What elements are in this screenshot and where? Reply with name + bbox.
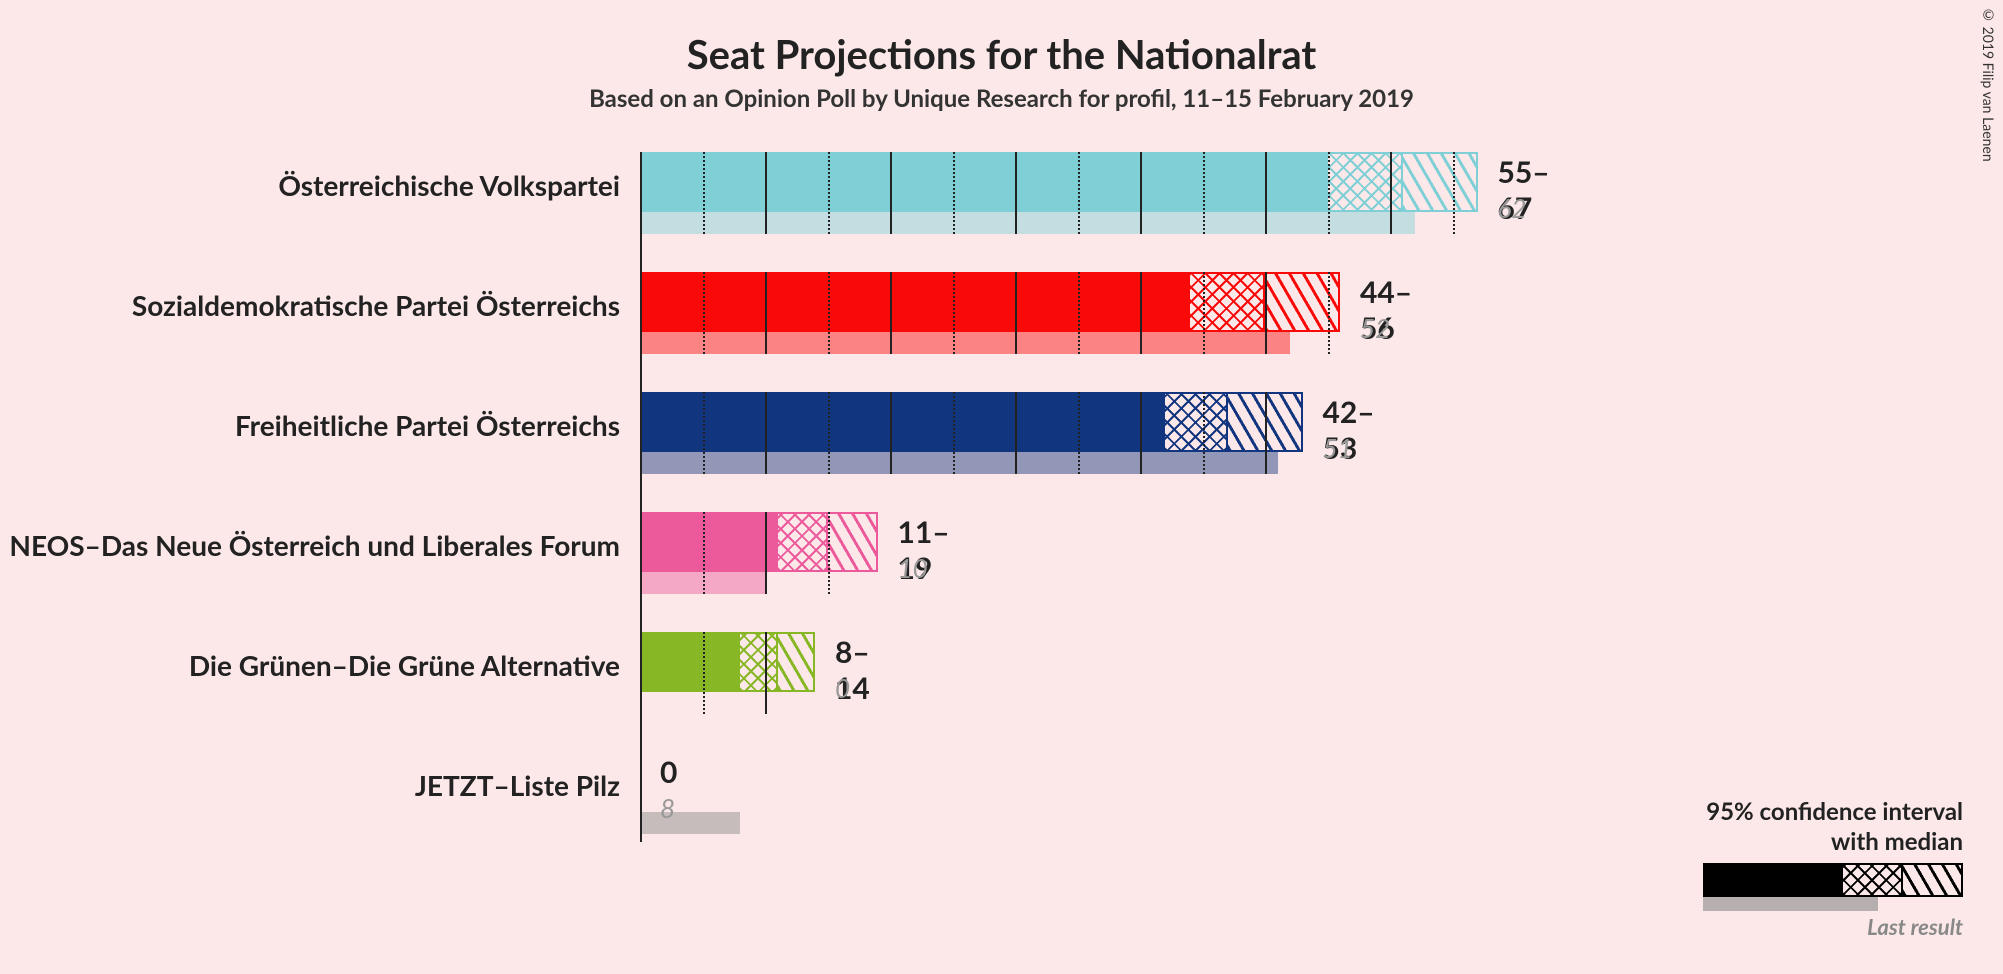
gridline-major (890, 272, 892, 354)
gridline-major (890, 152, 892, 234)
party-label: Die Grünen–Die Grüne Alternative (189, 648, 620, 682)
bar-crosshatch (740, 632, 778, 692)
gridline-major (1140, 272, 1142, 354)
legend-solid (1703, 863, 1843, 897)
chart-row: Freiheitliche Partei Österreichs42–5351 (0, 380, 2003, 500)
gridline-major (765, 512, 767, 594)
gridline-minor (1328, 272, 1330, 354)
gridline-minor (1078, 152, 1080, 234)
legend-last-label: Last result (1867, 913, 1963, 940)
gridline-major (1015, 272, 1017, 354)
gridline-minor (953, 392, 955, 474)
party-label: Freiheitliche Partei Österreichs (235, 408, 620, 442)
gridline-minor (1203, 152, 1205, 234)
legend-last-bar (1703, 897, 1878, 911)
chart-row: Österreichische Volkspartei55–6762 (0, 140, 2003, 260)
gridline-minor (703, 152, 705, 234)
gridline-major (890, 392, 892, 474)
gridline-minor (703, 632, 705, 714)
gridline-major (1390, 152, 1392, 234)
gridline-major (1140, 392, 1142, 474)
party-label: NEOS–Das Neue Österreich und Liberales F… (9, 528, 620, 562)
bar-solid (640, 512, 778, 572)
last-result-bar (640, 452, 1278, 474)
bar-crosshatch (1190, 272, 1265, 332)
legend-line2: with median (1831, 827, 1963, 856)
gridline-major (1265, 272, 1267, 354)
chart-row: Sozialdemokratische Partei Österreichs44… (0, 260, 2003, 380)
bar-diagonal (828, 512, 878, 572)
last-result-bar (640, 812, 740, 834)
gridline-major (1140, 152, 1142, 234)
gridline-major (1015, 392, 1017, 474)
last-result-label: 8 (660, 792, 675, 824)
bar-solid (640, 392, 1165, 452)
gridline-minor (828, 392, 830, 474)
gridline-minor (703, 512, 705, 594)
gridline-minor (1203, 392, 1205, 474)
last-result-label: 51 (1323, 432, 1353, 464)
bar-solid (640, 632, 740, 692)
gridline-minor (953, 152, 955, 234)
gridline-major (765, 272, 767, 354)
chart-subtitle: Based on an Opinion Poll by Unique Resea… (0, 78, 2003, 113)
bar-diagonal (1403, 152, 1478, 212)
chart-title: Seat Projections for the Nationalrat (0, 0, 2003, 78)
gridline-minor (1203, 272, 1205, 354)
gridline-minor (703, 272, 705, 354)
chart-row: Die Grünen–Die Grüne Alternative8–140 (0, 620, 2003, 740)
gridline-major (765, 152, 767, 234)
last-result-label: 52 (1360, 312, 1390, 344)
gridline-minor (1078, 392, 1080, 474)
gridline-major (1265, 392, 1267, 474)
gridline-minor (1328, 152, 1330, 234)
chart-row: NEOS–Das Neue Österreich und Liberales F… (0, 500, 2003, 620)
last-result-bar (640, 332, 1290, 354)
gridline-major (1265, 152, 1267, 234)
gridline-major (765, 392, 767, 474)
gridline-minor (828, 512, 830, 594)
axis-zero-line (640, 152, 642, 842)
gridline-major (1015, 152, 1017, 234)
party-label: JETZT–Liste Pilz (415, 768, 620, 802)
legend: 95% confidence interval with median Last… (1703, 797, 1963, 919)
bar-solid (640, 272, 1190, 332)
legend-line1: 95% confidence interval (1706, 797, 1963, 826)
legend-bar: Last result (1703, 863, 1963, 919)
last-result-label: 62 (1498, 192, 1527, 224)
legend-diagonal (1903, 863, 1963, 897)
legend-title: 95% confidence interval with median (1703, 797, 1963, 857)
last-result-label: 0 (835, 672, 850, 704)
range-label: 0 (660, 754, 677, 790)
gridline-minor (703, 392, 705, 474)
gridline-minor (953, 272, 955, 354)
gridline-major (765, 632, 767, 714)
bar-crosshatch (1165, 392, 1228, 452)
gridline-minor (828, 152, 830, 234)
bar-crosshatch (778, 512, 828, 572)
bar-solid (640, 152, 1328, 212)
gridline-minor (1078, 272, 1080, 354)
legend-crosshatch (1843, 863, 1903, 897)
last-result-bar (640, 212, 1415, 234)
last-result-label: 10 (898, 552, 928, 584)
gridline-minor (828, 272, 830, 354)
bar-diagonal (778, 632, 816, 692)
party-label: Sozialdemokratische Partei Österreichs (132, 288, 620, 322)
gridline-minor (1453, 152, 1455, 234)
party-label: Österreichische Volkspartei (278, 168, 620, 202)
